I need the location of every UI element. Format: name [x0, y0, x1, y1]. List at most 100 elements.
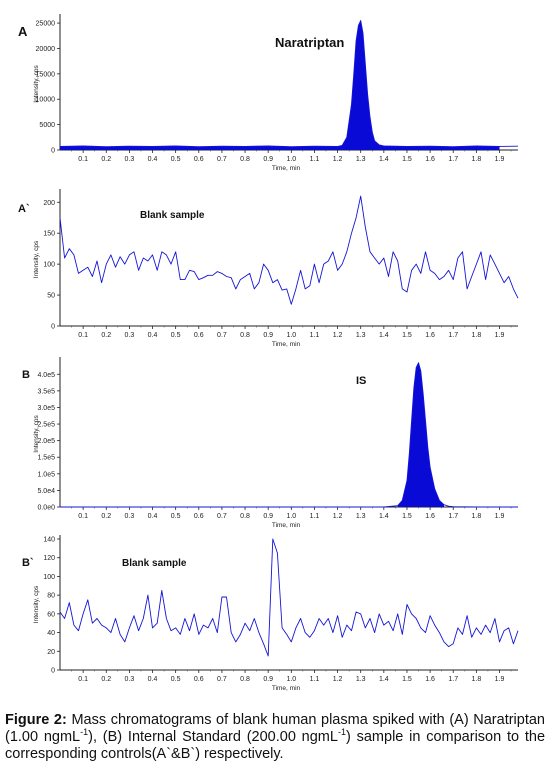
y-tick-label: 0.0e0 [37, 505, 55, 512]
x-tick-label: 0.9 [263, 332, 273, 339]
series-line [59, 20, 519, 148]
peak-fill [397, 362, 444, 507]
x-tick-label: 1.5 [402, 332, 412, 339]
x-tick-label: 1.9 [495, 513, 505, 520]
x-tick-label: 0.5 [171, 676, 181, 683]
x-tick-label: 1.5 [402, 513, 412, 520]
x-axis-label: Time, min [272, 165, 301, 172]
y-tick-label: 5.0e4 [37, 488, 55, 495]
y-tick-label: 0 [51, 148, 55, 155]
caption-text-2: ), (B) Internal Standard (200.00 ngmL [88, 729, 338, 745]
peak-annotation: Blank sample [140, 210, 205, 221]
figure-caption: Figure 2: Mass chromatograms of blank hu… [5, 712, 545, 763]
x-tick-label: 0.6 [194, 332, 204, 339]
y-tick-label: 0 [51, 668, 55, 675]
caption-label: Figure 2: [5, 712, 67, 728]
x-tick-label: 0.8 [240, 332, 250, 339]
x-tick-label: 0.9 [263, 513, 273, 520]
peak-annotation: Blank sample [122, 558, 187, 569]
x-tick-label: 0.7 [217, 332, 227, 339]
x-tick-label: 1.9 [495, 332, 505, 339]
x-tick-label: 0.5 [171, 513, 181, 520]
y-axis-label: Intensity, cps [33, 415, 40, 453]
x-tick-label: 1.7 [448, 156, 458, 163]
x-tick-label: 1.4 [379, 513, 389, 520]
y-tick-label: 20000 [36, 46, 56, 53]
peak-annotation: Naratriptan [275, 35, 344, 50]
y-tick-label: 2.0e5 [37, 438, 55, 445]
caption-text-3: ) sample in comparison to the correspond… [5, 729, 546, 762]
y-tick-label: 25000 [36, 21, 56, 28]
x-tick-label: 0.7 [217, 676, 227, 683]
y-tick-label: 100 [43, 574, 55, 581]
y-tick-label: 2.5e5 [37, 422, 55, 429]
x-tick-label: 0.3 [125, 676, 135, 683]
x-tick-label: 0.1 [78, 676, 88, 683]
x-tick-label: 1.0 [286, 332, 296, 339]
panel-label: B [22, 369, 30, 381]
y-tick-label: 1.5e5 [37, 455, 55, 462]
x-tick-label: 1.1 [310, 676, 320, 683]
x-tick-label: 1.0 [286, 513, 296, 520]
x-tick-label: 0.3 [125, 513, 135, 520]
y-tick-label: 15000 [36, 71, 56, 78]
x-tick-label: 1.8 [471, 676, 481, 683]
x-tick-label: 1.6 [425, 513, 435, 520]
y-tick-label: 3.5e5 [37, 388, 55, 395]
x-axis-label: Time, min [272, 341, 301, 348]
y-tick-label: 0 [51, 324, 55, 331]
x-tick-label: 1.9 [495, 676, 505, 683]
x-tick-label: 1.6 [425, 156, 435, 163]
x-tick-label: 1.6 [425, 676, 435, 683]
x-tick-label: 0.9 [263, 676, 273, 683]
y-axis-label: Intensity, cps [33, 585, 40, 623]
y-tick-label: 1.0e5 [37, 471, 55, 478]
x-tick-label: 0.4 [148, 676, 158, 683]
y-tick-label: 150 [43, 231, 55, 238]
y-tick-label: 60 [47, 611, 55, 618]
series-line [59, 538, 519, 657]
x-tick-label: 0.6 [194, 676, 204, 683]
x-tick-label: 1.2 [333, 156, 343, 163]
x-tick-label: 0.1 [78, 156, 88, 163]
x-tick-label: 0.7 [217, 513, 227, 520]
x-tick-label: 0.5 [171, 332, 181, 339]
x-tick-label: 1.7 [448, 332, 458, 339]
x-tick-label: 1.7 [448, 676, 458, 683]
x-tick-label: 0.1 [78, 513, 88, 520]
x-tick-label: 0.7 [217, 156, 227, 163]
x-tick-label: 0.5 [171, 156, 181, 163]
x-tick-label: 0.6 [194, 156, 204, 163]
y-tick-label: 5000 [39, 122, 55, 129]
y-tick-label: 100 [43, 262, 55, 269]
y-tick-label: 50 [47, 293, 55, 300]
x-tick-label: 1.3 [356, 332, 366, 339]
x-tick-label: 0.2 [101, 156, 111, 163]
x-tick-label: 0.3 [125, 156, 135, 163]
x-tick-label: 0.2 [101, 513, 111, 520]
x-tick-label: 1.7 [448, 513, 458, 520]
x-tick-label: 1.1 [310, 156, 320, 163]
y-tick-label: 200 [43, 200, 55, 207]
x-tick-label: 1.8 [471, 332, 481, 339]
x-axis-label: Time, min [272, 685, 301, 692]
series-line [59, 195, 519, 305]
y-tick-label: 10000 [36, 97, 56, 104]
x-tick-label: 0.4 [148, 513, 158, 520]
y-tick-label: 4.0e5 [37, 372, 55, 379]
x-tick-label: 1.5 [402, 676, 412, 683]
x-tick-label: 1.8 [471, 156, 481, 163]
x-tick-label: 1.0 [286, 156, 296, 163]
y-tick-label: 120 [43, 555, 55, 562]
x-tick-label: 0.3 [125, 332, 135, 339]
panel-label: A [18, 24, 28, 39]
x-tick-label: 1.1 [310, 332, 320, 339]
x-tick-label: 1.3 [356, 156, 366, 163]
x-tick-label: 0.9 [263, 156, 273, 163]
x-tick-label: 1.4 [379, 156, 389, 163]
y-tick-label: 40 [47, 630, 55, 637]
x-axis-label: Time, min [272, 522, 301, 529]
x-tick-label: 1.6 [425, 332, 435, 339]
x-tick-label: 0.4 [148, 332, 158, 339]
